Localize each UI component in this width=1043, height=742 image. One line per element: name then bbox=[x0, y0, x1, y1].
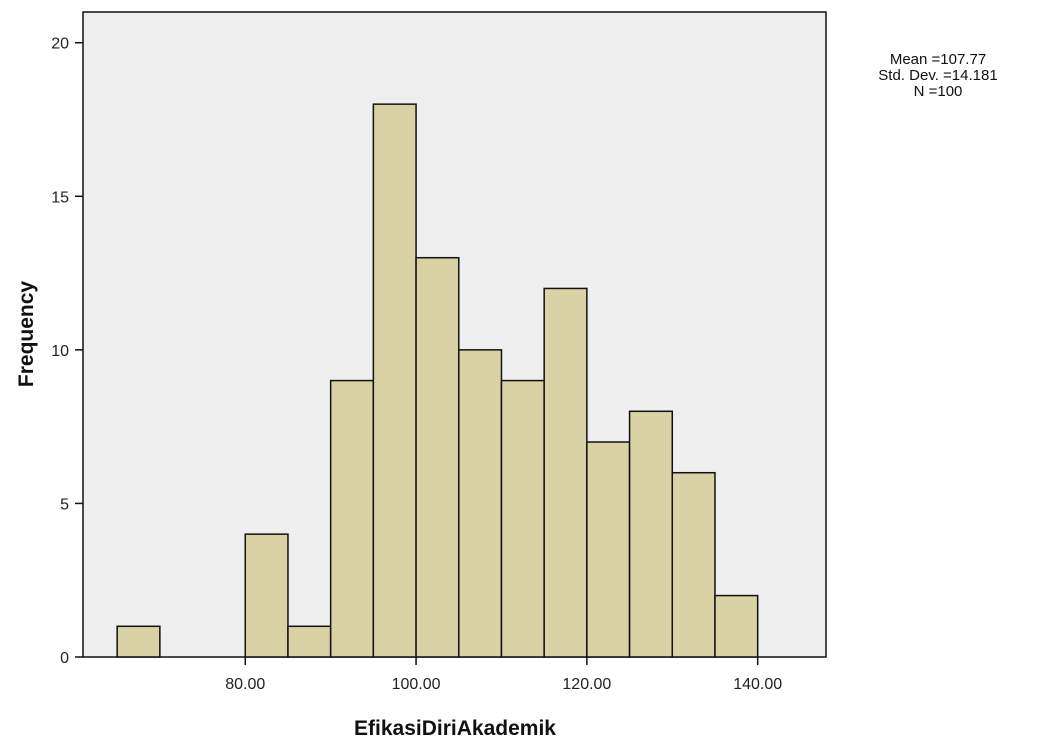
stats-std-dev: Std. Dev. =14.181 bbox=[878, 67, 998, 84]
histogram-bar-14 bbox=[714, 594, 759, 658]
y-tick-label: 15 bbox=[51, 189, 69, 206]
histogram-bar-0 bbox=[116, 625, 161, 658]
histogram-bar-9 bbox=[500, 379, 545, 658]
x-axis: 80.00 100.00 120.00 140.00 bbox=[225, 657, 782, 693]
y-tick-label: 0 bbox=[60, 650, 69, 667]
stats-mean: Mean =107.77 bbox=[889, 51, 987, 68]
x-tick-label: 80.00 bbox=[225, 676, 265, 693]
histogram-bar-10 bbox=[543, 287, 588, 658]
histogram-bar-4 bbox=[287, 625, 332, 658]
stats-box: Mean =107.77 Std. Dev. =14.181 N =100 bbox=[868, 52, 1008, 100]
histogram-bar-7 bbox=[415, 256, 460, 658]
histogram-bar-8 bbox=[458, 349, 503, 658]
histogram-bar-6 bbox=[372, 103, 417, 658]
y-tick-label: 10 bbox=[51, 343, 69, 360]
histogram-bar-13 bbox=[671, 471, 716, 658]
histogram-bar-11 bbox=[586, 441, 631, 658]
x-axis-title: EfikasiDiriAkademik bbox=[354, 717, 556, 740]
histogram-bar-12 bbox=[628, 410, 674, 658]
y-axis-title: Frequency bbox=[15, 281, 38, 388]
x-tick-label: 120.00 bbox=[562, 676, 611, 693]
stats-n: N =100 bbox=[913, 83, 963, 100]
y-axis: 0 5 10 15 20 bbox=[51, 36, 83, 667]
x-tick-label: 100.00 bbox=[392, 676, 441, 693]
y-tick-label: 5 bbox=[60, 496, 69, 513]
histogram-bar-3 bbox=[244, 533, 289, 658]
y-tick-label: 20 bbox=[51, 36, 69, 53]
bars-group bbox=[116, 103, 759, 658]
histogram-bar-5 bbox=[329, 379, 375, 658]
x-tick-label: 140.00 bbox=[733, 676, 782, 693]
